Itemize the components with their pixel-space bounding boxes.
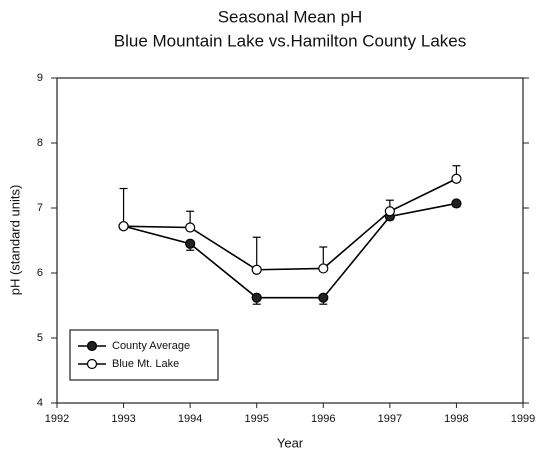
legend-label: County Average: [112, 340, 190, 352]
x-tick-label: 1993: [111, 413, 135, 425]
marker: [251, 292, 262, 303]
x-tick-label: 1992: [45, 413, 69, 425]
x-tick-label: 1996: [311, 413, 335, 425]
marker: [451, 198, 462, 209]
marker: [185, 238, 196, 249]
legend-label: Blue Mt. Lake: [112, 358, 179, 370]
x-tick-label: 1998: [444, 413, 468, 425]
y-tick-label: 8: [37, 137, 43, 149]
marker: [451, 173, 462, 184]
y-tick-label: 9: [37, 72, 43, 84]
x-tick-label: 1999: [511, 413, 535, 425]
series-line: [123, 178, 457, 271]
y-tick-label: 4: [37, 397, 43, 409]
legend-box: [69, 329, 219, 381]
y-tick-label: 7: [37, 202, 43, 214]
marker: [318, 292, 329, 303]
legend-marker: [86, 358, 98, 370]
x-tick-label: 1997: [378, 413, 402, 425]
x-tick-label: 1995: [244, 413, 268, 425]
marker: [185, 222, 196, 233]
legend-marker: [86, 340, 98, 352]
plot-frame: [56, 77, 524, 404]
chart-title: Seasonal Mean pH: [218, 7, 363, 26]
marker: [251, 264, 262, 275]
y-tick-label: 6: [37, 267, 43, 279]
x-tick-label: 1994: [178, 413, 202, 425]
x-axis-label: Year: [277, 435, 304, 450]
marker: [384, 206, 395, 217]
y-tick-label: 5: [37, 332, 43, 344]
marker: [118, 221, 129, 232]
marker: [318, 263, 329, 274]
series-line: [123, 202, 457, 299]
y-axis-label: pH (standard units): [7, 185, 22, 296]
chart-subtitle: Blue Mountain Lake vs.Hamilton County La…: [114, 31, 466, 50]
